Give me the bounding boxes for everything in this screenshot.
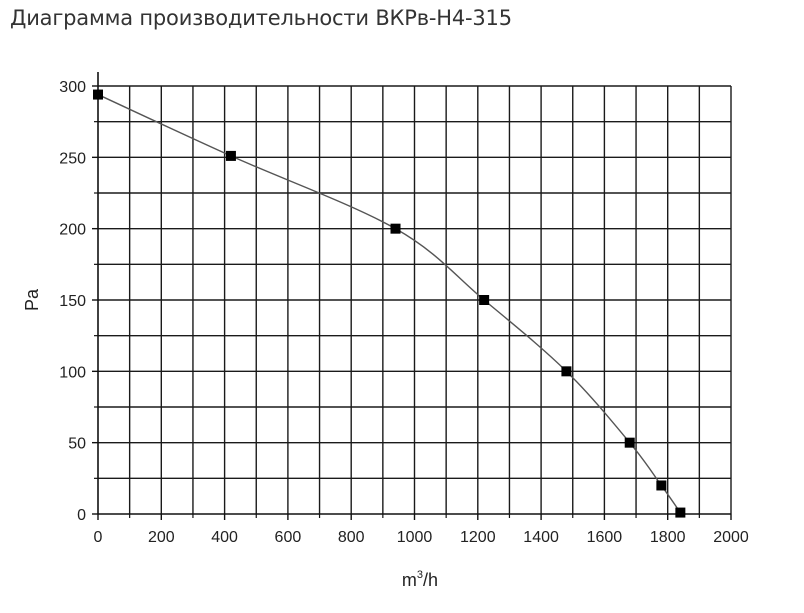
x-axis-label-base: m [402, 570, 417, 590]
x-axis-label: m3/h [402, 569, 438, 590]
data-point-marker [479, 295, 490, 305]
data-point-marker [225, 150, 236, 161]
x-tick-label: 1200 [460, 529, 496, 546]
x-tick-label: 1400 [523, 529, 559, 546]
x-tick-label: 1000 [397, 529, 433, 546]
chart-title: Диаграмма производительности ВКРв-Н4-315 [10, 6, 512, 30]
x-axis-label-sup: 3 [417, 569, 423, 581]
data-point-marker [675, 507, 686, 518]
x-axis-ticks: 0 200 400 600 800 1000 1200 1400 1600 1800 2000 [94, 514, 749, 546]
x-tick-label: 1800 [650, 529, 686, 546]
x-tick-label: 1600 [587, 529, 623, 546]
y-tick-label: 100 [59, 364, 86, 381]
y-tick-label: 0 [77, 507, 86, 524]
data-point-marker [390, 223, 401, 234]
y-tick-label: 300 [59, 79, 86, 96]
series-group [93, 89, 686, 518]
data-point-marker [656, 480, 667, 491]
x-tick-label: 600 [275, 529, 302, 546]
x-tick-label: 2000 [713, 529, 749, 546]
y-tick-label: 200 [59, 222, 86, 239]
data-point-marker [93, 89, 103, 100]
x-tick-label: 0 [94, 529, 103, 546]
data-point-marker [624, 437, 635, 448]
grid [98, 85, 732, 514]
x-axis-label-rest: /h [423, 570, 438, 590]
y-tick-label: 50 [68, 436, 86, 453]
y-tick-label: 250 [59, 150, 86, 167]
data-point-marker [561, 366, 572, 377]
y-axis-ticks: 0 50 100 150 200 250 300 [59, 79, 98, 524]
x-tick-label: 200 [148, 529, 175, 546]
x-tick-label: 400 [211, 529, 238, 546]
y-tick-label: 150 [59, 293, 86, 310]
y-axis-label: Pa [22, 288, 42, 311]
x-tick-label: 800 [338, 529, 365, 546]
